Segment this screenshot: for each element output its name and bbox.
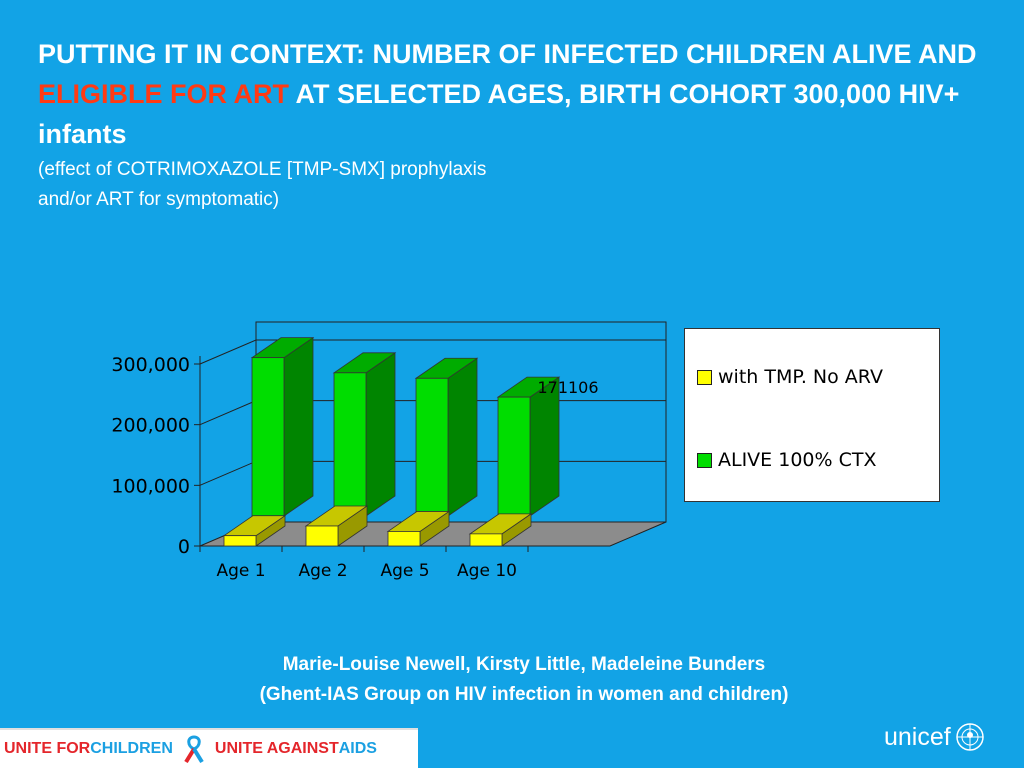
chart-legend: with TMP. No ARV ALIVE 100% CTX bbox=[684, 328, 940, 502]
y-tick-label: 100,000 bbox=[111, 475, 190, 497]
unicef-logo-text: unicef bbox=[884, 722, 951, 751]
chart-annotation: 171106 bbox=[537, 378, 598, 397]
bar-tmp-4 bbox=[469, 533, 503, 547]
x-tick-label: Age 1 bbox=[216, 561, 265, 581]
banner-unite-against: UNITE AGAINST bbox=[214, 740, 339, 757]
bar-alive-4 bbox=[497, 396, 531, 517]
legend-label-series-2: ALIVE 100% CTX bbox=[718, 449, 877, 471]
bar-tmp-1 bbox=[223, 535, 257, 547]
bar-alive-2 bbox=[333, 372, 367, 517]
y-tick-label: 200,000 bbox=[111, 415, 190, 437]
legend-swatch-series-1 bbox=[697, 369, 712, 385]
title-part1: PUTTING IT IN CONTEXT: NUMBER OF INFECTE… bbox=[38, 39, 977, 69]
y-tick-label: 300,000 bbox=[111, 354, 190, 376]
gridline-side bbox=[199, 339, 257, 365]
subtitle-line1: (effect of COTRIMOXAZOLE [TMP-SMX] proph… bbox=[38, 159, 487, 180]
bar-alive-1-side bbox=[283, 336, 314, 517]
y-tick-label: 0 bbox=[178, 536, 190, 558]
unite-for-children-banner: UNITE FOR CHILDREN UNITE AGAINST AIDS bbox=[0, 728, 418, 768]
banner-unite-for: UNITE FOR bbox=[4, 740, 91, 757]
legend-item-series-2: ALIVE 100% CTX bbox=[697, 447, 876, 473]
credits-authors: Marie-Louise Newell, Kirsty Little, Made… bbox=[282, 654, 766, 675]
title-part2: AT SELECTED AGES, BIRTH COHORT 300,000 H… bbox=[38, 79, 960, 149]
bar-alive-4-side bbox=[529, 376, 560, 517]
legend-label-series-1: with TMP. No ARV bbox=[718, 366, 883, 388]
slide-subtitle: (effect of COTRIMOXAZOLE [TMP-SMX] proph… bbox=[38, 155, 738, 215]
banner-children: CHILDREN bbox=[90, 740, 173, 757]
bar-tmp-2 bbox=[305, 525, 339, 547]
awareness-ribbon-icon bbox=[184, 735, 204, 764]
legend-item-series-1: with TMP. No ARV bbox=[697, 364, 883, 390]
credits: Marie-Louise Newell, Kirsty Little, Made… bbox=[200, 650, 848, 710]
unicef-emblem-icon bbox=[955, 723, 984, 751]
banner-aids: AIDS bbox=[338, 740, 377, 757]
x-tick-label: Age 10 bbox=[457, 561, 517, 581]
credits-group: (Ghent-IAS Group on HIV infection in wom… bbox=[259, 684, 789, 705]
title-highlight: ELIGIBLE FOR ART bbox=[38, 79, 289, 109]
bar-alive-3 bbox=[415, 377, 449, 517]
unicef-logo: unicef bbox=[884, 722, 985, 752]
gridline-side bbox=[199, 400, 257, 426]
bar-alive-2-side bbox=[365, 352, 396, 517]
legend-swatch-series-2 bbox=[697, 452, 712, 468]
bar-tmp-3 bbox=[387, 531, 421, 547]
x-tick-label: Age 2 bbox=[298, 561, 347, 581]
bar-alive-3-side bbox=[447, 357, 478, 517]
gridline-side bbox=[199, 460, 257, 486]
x-tick-label: Age 5 bbox=[380, 561, 429, 581]
slide-title: PUTTING IT IN CONTEXT: NUMBER OF INFECTE… bbox=[38, 34, 998, 154]
subtitle-line2: and/or ART for symptomatic) bbox=[38, 189, 280, 210]
bar-alive-1 bbox=[251, 357, 285, 517]
